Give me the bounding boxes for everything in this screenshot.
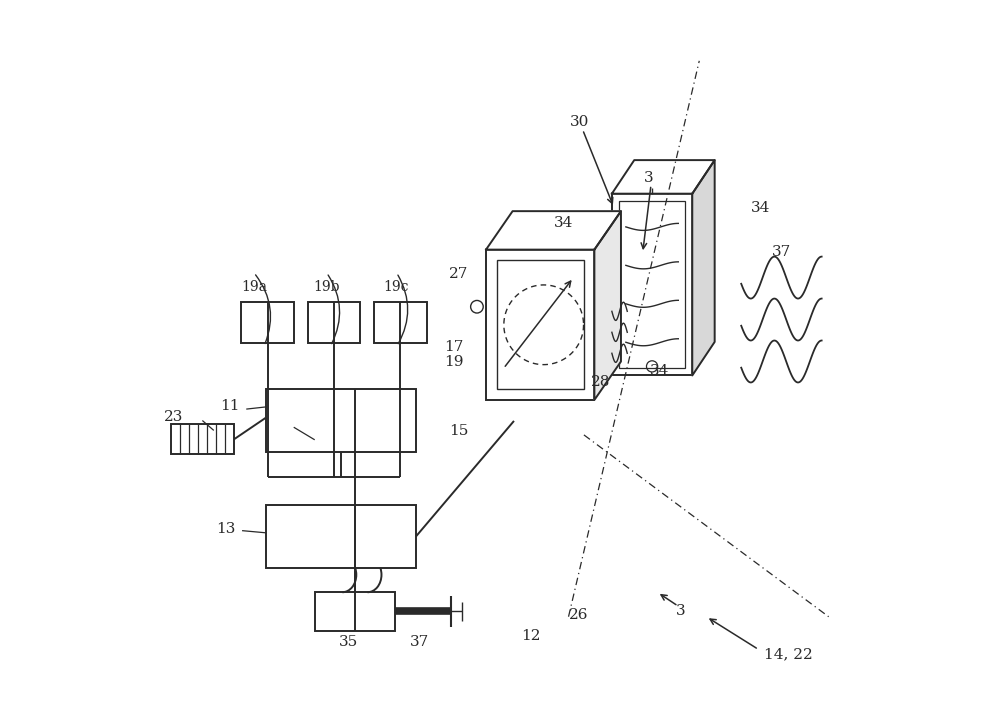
Bar	[612, 194, 692, 376]
Polygon shape	[692, 160, 715, 376]
Text: 28: 28	[591, 376, 610, 390]
Text: 12: 12	[521, 628, 541, 642]
Bar	[241, 302, 294, 343]
Text: 3: 3	[676, 604, 685, 618]
Text: 30: 30	[570, 114, 589, 128]
Text: 13: 13	[216, 522, 236, 536]
Text: 34: 34	[650, 364, 669, 378]
Text: 19: 19	[444, 355, 464, 369]
Text: 37: 37	[771, 245, 791, 259]
Text: 15: 15	[449, 425, 469, 439]
Polygon shape	[612, 160, 715, 194]
Text: 11: 11	[220, 399, 240, 413]
Text: 27: 27	[449, 267, 469, 281]
Text: 34: 34	[554, 216, 573, 230]
Bar	[315, 592, 395, 630]
Text: 3: 3	[643, 171, 653, 185]
Bar	[308, 302, 360, 343]
Text: 23: 23	[164, 410, 183, 424]
Bar	[619, 201, 685, 369]
Polygon shape	[486, 211, 621, 250]
Bar	[497, 260, 584, 390]
Bar	[266, 505, 416, 568]
Text: 19c: 19c	[384, 279, 409, 293]
Text: 19b: 19b	[313, 279, 340, 293]
Text: 26: 26	[569, 609, 589, 622]
Bar	[374, 302, 427, 343]
Text: 19a: 19a	[241, 279, 267, 293]
Text: 17: 17	[444, 340, 464, 354]
Bar	[171, 425, 234, 453]
Text: 35: 35	[339, 635, 358, 649]
Text: 14, 22: 14, 22	[764, 647, 813, 661]
Text: 34: 34	[750, 201, 770, 216]
Bar	[486, 250, 594, 400]
Polygon shape	[594, 211, 621, 400]
Bar	[266, 390, 416, 452]
Text: 37: 37	[410, 635, 429, 649]
